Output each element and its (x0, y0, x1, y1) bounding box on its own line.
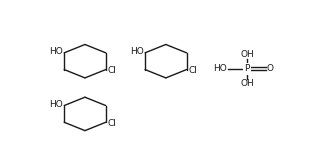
Text: Cl: Cl (107, 119, 116, 128)
Text: HO: HO (49, 100, 63, 109)
Text: P: P (244, 64, 249, 73)
Text: HO: HO (213, 64, 227, 73)
Text: HO: HO (130, 47, 143, 56)
Text: OH: OH (240, 50, 254, 59)
Text: OH: OH (240, 79, 254, 88)
Text: HO: HO (49, 47, 63, 56)
Text: Cl: Cl (107, 66, 116, 75)
Text: Cl: Cl (188, 66, 197, 75)
Text: O: O (267, 64, 274, 73)
